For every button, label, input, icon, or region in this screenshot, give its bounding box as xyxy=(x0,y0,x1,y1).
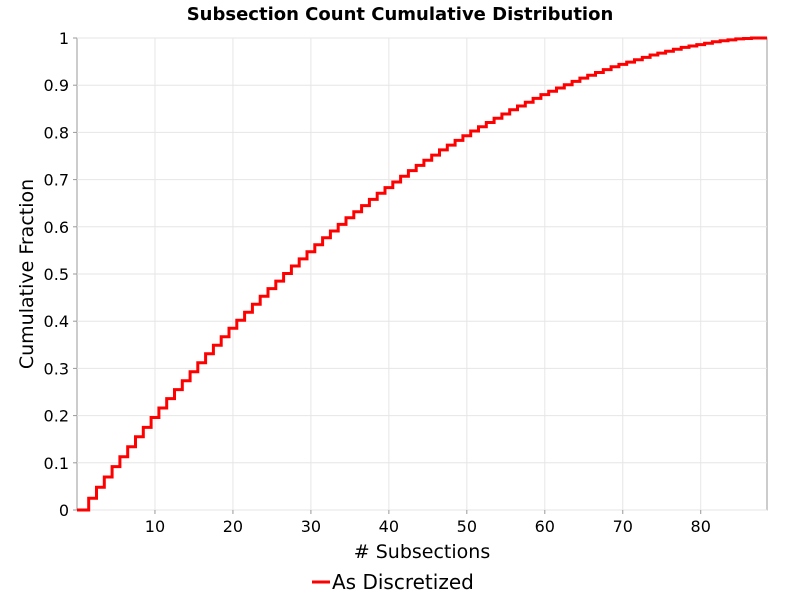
x-tick-label: 50 xyxy=(457,517,477,536)
x-tick-label: 70 xyxy=(613,517,633,536)
y-tick-label: 0.4 xyxy=(44,312,69,331)
x-tick-label: 30 xyxy=(301,517,321,536)
y-tick-label: 0.8 xyxy=(44,123,69,142)
y-tick-label: 0.6 xyxy=(44,218,69,237)
y-tick-label: 0.5 xyxy=(44,265,69,284)
x-tick-label: 60 xyxy=(535,517,555,536)
x-tick-label: 40 xyxy=(379,517,399,536)
y-tick-label: 0.9 xyxy=(44,76,69,95)
x-axis-ticks: 10 20 30 40 50 60 70 80 xyxy=(145,510,711,536)
x-tick-label: 80 xyxy=(691,517,711,536)
chart-title: Subsection Count Cumulative Distribution xyxy=(187,4,614,25)
legend: As Discretized xyxy=(312,570,474,594)
y-axis-label: Cumulative Fraction xyxy=(16,179,38,369)
x-tick-label: 20 xyxy=(223,517,243,536)
grid xyxy=(77,37,767,511)
y-tick-label: 0.2 xyxy=(44,407,69,426)
series-group xyxy=(77,36,767,512)
series-line-as-discretized xyxy=(77,36,767,512)
y-tick-label: 0.7 xyxy=(44,171,69,190)
y-tick-label: 0.1 xyxy=(44,454,69,473)
legend-label: As Discretized xyxy=(332,570,474,594)
x-axis-label: # Subsections xyxy=(354,541,490,563)
y-axis-ticks: 0 0.1 0.2 0.3 0.4 0.5 0.6 0.7 0.8 0.9 1 xyxy=(44,29,77,520)
y-tick-label: 1 xyxy=(59,29,69,48)
y-tick-label: 0.3 xyxy=(44,359,69,378)
y-tick-label: 0 xyxy=(59,501,69,520)
x-tick-label: 10 xyxy=(145,517,165,536)
